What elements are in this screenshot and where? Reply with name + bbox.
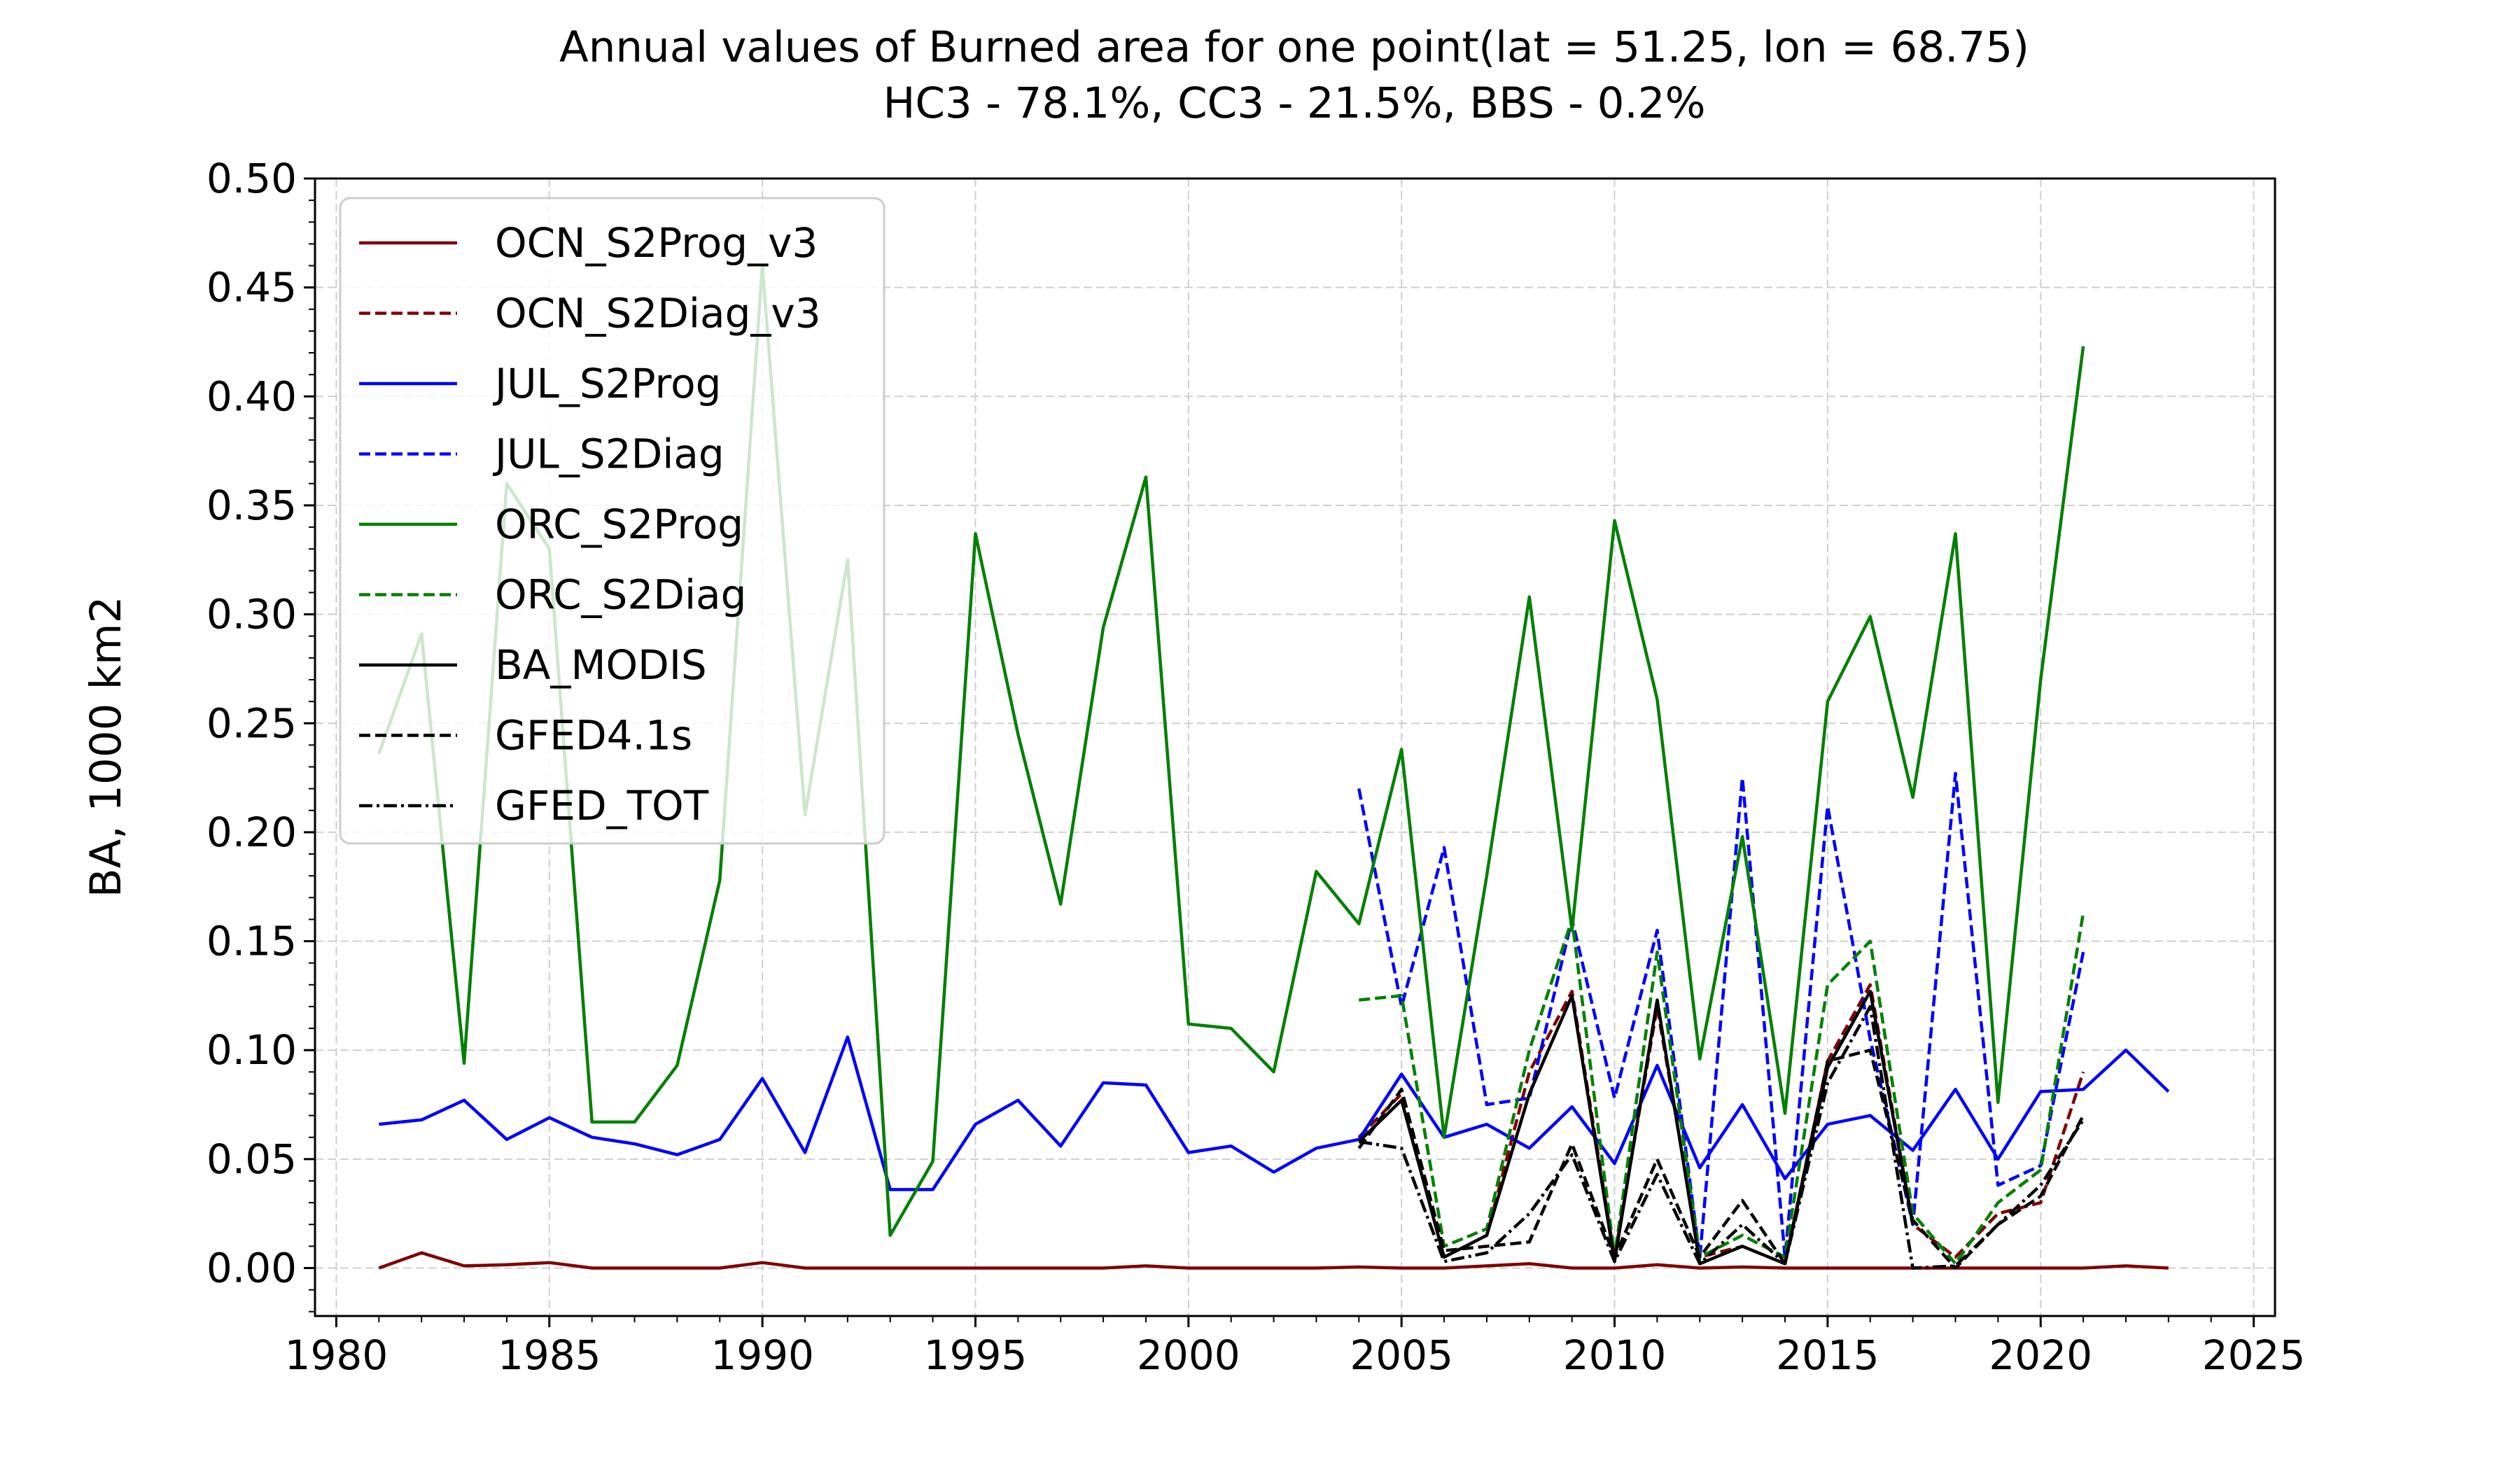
y-tick-label: 0.30 <box>206 591 297 638</box>
y-tick-label: 0.05 <box>206 1135 297 1183</box>
axis-layer: 1980 1985 1990 1995 2000 2005 2010 2015 2020 2025… <box>206 155 2306 1379</box>
legend: OCN_S2Prog_v3 OCN_S2Diag_v3 JUL_S2Prog JUL_… <box>339 197 886 845</box>
series-line-ocn-s2prog-v3 <box>378 1251 2169 1270</box>
legend-label: BA_MODIS <box>495 641 707 689</box>
legend-label: ORC_S2Prog <box>495 500 743 548</box>
series-line-ocn-s2diag-v3 <box>1357 983 2085 1266</box>
y-tick-label: 0.25 <box>206 699 297 747</box>
x-tick-label: 2005 <box>1350 1331 1453 1379</box>
legend-label: JUL_S2Prog <box>493 360 721 407</box>
y-tick-label: 0.15 <box>206 918 297 965</box>
x-tick-label: 1985 <box>498 1331 601 1379</box>
legend-label: GFED_TOT <box>495 782 709 830</box>
x-tick-label: 2025 <box>2202 1331 2306 1379</box>
y-axis-label: BA, 1000 km2 <box>81 596 131 898</box>
legend-label: GFED4.1s <box>495 712 692 760</box>
legend-label: ORC_S2Diag <box>495 571 746 619</box>
x-tick-label: 1980 <box>285 1331 388 1379</box>
x-tick-label: 2015 <box>1776 1331 1879 1379</box>
series-line-gfed-tot <box>1358 1004 2085 1270</box>
y-tick-label: 0.45 <box>206 264 297 312</box>
legend-label: OCN_S2Diag_v3 <box>495 290 821 337</box>
series-line-orc-s2diag <box>1359 912 2085 1266</box>
x-tick-label: 1990 <box>710 1331 814 1379</box>
x-tick-label: 2020 <box>1989 1331 2092 1379</box>
y-tick-label: 0.10 <box>206 1026 297 1074</box>
y-tick-label: 0.20 <box>206 808 297 856</box>
series-line-orc-s2prog <box>377 264 2085 1238</box>
series-line-jul-s2diag <box>1357 771 2085 1259</box>
chart-title: Annual values of Burned area for one poi… <box>559 22 2029 72</box>
y-tick-label: 0.00 <box>206 1245 297 1292</box>
legend-label: OCN_S2Prog_v3 <box>495 219 818 267</box>
series-line-jul-s2prog <box>379 1035 2170 1191</box>
y-tick-label: 0.40 <box>206 372 297 420</box>
legend-frame <box>339 197 886 845</box>
series-layer <box>377 264 2170 1270</box>
x-tick-label: 2010 <box>1563 1331 1667 1379</box>
x-tick-label: 2000 <box>1137 1331 1240 1379</box>
legend-label: JUL_S2Diag <box>493 430 724 478</box>
y-tick-label: 0.50 <box>206 155 297 202</box>
y-tick-label: 0.35 <box>206 482 297 529</box>
series-line-gfed4-1s <box>1357 1048 2085 1270</box>
x-tick-label: 1995 <box>924 1331 1028 1379</box>
chart-subtitle: HC3 - 78.1%, CC3 - 21.5%, BBS - 0.2% <box>883 78 1705 128</box>
plot-area-frame <box>314 177 2276 1317</box>
